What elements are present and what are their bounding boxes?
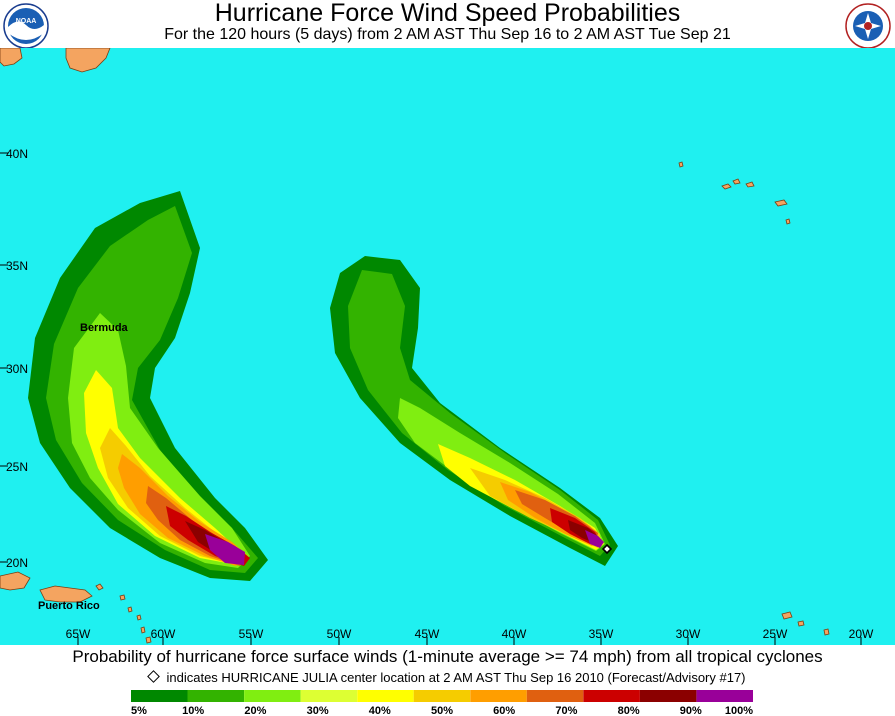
legend-label: 70% (555, 705, 577, 716)
legend-label: 5% (131, 705, 147, 716)
legend-label: 60% (493, 705, 515, 716)
probability-map: 40N 35N 30N 25N 20N 65W 60W 55W 50W 45W … (0, 48, 895, 645)
graticule-ticks (0, 152, 862, 645)
chart-title: Hurricane Force Wind Speed Probabilities (214, 0, 681, 27)
legend-swatch (526, 690, 584, 702)
legend-label: 20% (244, 705, 266, 716)
lat-label-25n: 25N (6, 460, 28, 474)
legend-swatch (244, 690, 301, 702)
center-location-text: indicates HURRICANE JULIA center locatio… (166, 670, 746, 685)
lat-label-20n: 20N (6, 556, 28, 570)
legend-label: 80% (618, 705, 640, 716)
lat-label-30n: 30N (6, 362, 28, 376)
center-location-note: indicates HURRICANE JULIA center locatio… (0, 670, 895, 686)
land-caribbean (0, 571, 152, 644)
lon-label-50w: 50W (327, 627, 352, 641)
lon-label-20w: 20W (849, 627, 874, 641)
legend-swatch (639, 690, 697, 702)
lon-label-45w: 45W (415, 627, 440, 641)
chart-caption: Probability of hurricane force surface w… (72, 647, 823, 666)
lat-label-40n: 40N (6, 147, 28, 161)
land-canada (0, 48, 111, 73)
legend-label: 10% (182, 705, 204, 716)
latitude-labels: 40N 35N 30N 25N 20N (6, 147, 28, 570)
legend-swatch (470, 690, 527, 702)
lon-label-35w: 35W (589, 627, 614, 641)
lon-label-40w: 40W (502, 627, 527, 641)
legend-swatch (357, 690, 414, 702)
land-islands (678, 161, 830, 636)
legend-swatch (413, 690, 471, 702)
place-label-puerto-rico: Puerto Rico (38, 600, 100, 612)
lon-label-55w: 55W (239, 627, 264, 641)
legend-swatch (187, 690, 244, 702)
legend-swatch (583, 690, 640, 702)
longitude-labels: 65W 60W 55W 50W 45W 40W 35W 30W 25W 20W (66, 627, 874, 641)
chart-subtitle: For the 120 hours (5 days) from 2 AM AST… (164, 26, 731, 43)
place-label-bermuda: Bermuda (80, 322, 129, 334)
legend-label: 50% (431, 705, 453, 716)
svg-text:NOAA: NOAA (16, 18, 37, 25)
legend-label: 30% (307, 705, 329, 716)
legend-label: 40% (369, 705, 391, 716)
legend-swatch (131, 690, 188, 702)
lon-label-25w: 25W (763, 627, 788, 641)
probability-swath-east (330, 256, 618, 566)
legend-label: 90% (680, 705, 702, 716)
noaa-logo: NOAA (3, 3, 49, 49)
lat-label-35n: 35N (6, 259, 28, 273)
legend-swatch (300, 690, 358, 702)
national-weather-service-logo (845, 3, 891, 49)
lon-label-65w: 65W (66, 627, 91, 641)
hurricane-center-marker (601, 543, 613, 555)
legend-label: 100% (725, 705, 753, 716)
legend-labels: 5% 10% 20% 30% 40% 50% 60% 70% 80% 90% 100% (131, 705, 753, 716)
lon-label-30w: 30W (676, 627, 701, 641)
legend-swatches (131, 690, 753, 702)
lon-label-60w: 60W (151, 627, 176, 641)
legend-swatch (696, 690, 753, 702)
color-legend: 5% 10% 20% 30% 40% 50% 60% 70% 80% 90% 100% (131, 690, 753, 716)
probability-swath-west (28, 191, 268, 581)
diamond-icon (147, 670, 161, 683)
